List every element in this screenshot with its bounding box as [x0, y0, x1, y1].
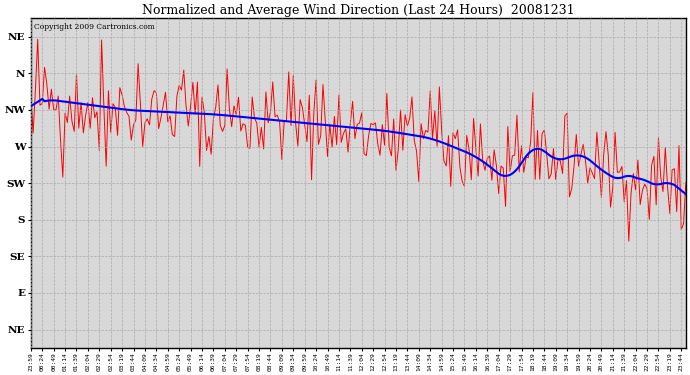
Text: Copyright 2009 Cartronics.com: Copyright 2009 Cartronics.com — [34, 23, 155, 31]
Title: Normalized and Average Wind Direction (Last 24 Hours)  20081231: Normalized and Average Wind Direction (L… — [142, 4, 575, 17]
